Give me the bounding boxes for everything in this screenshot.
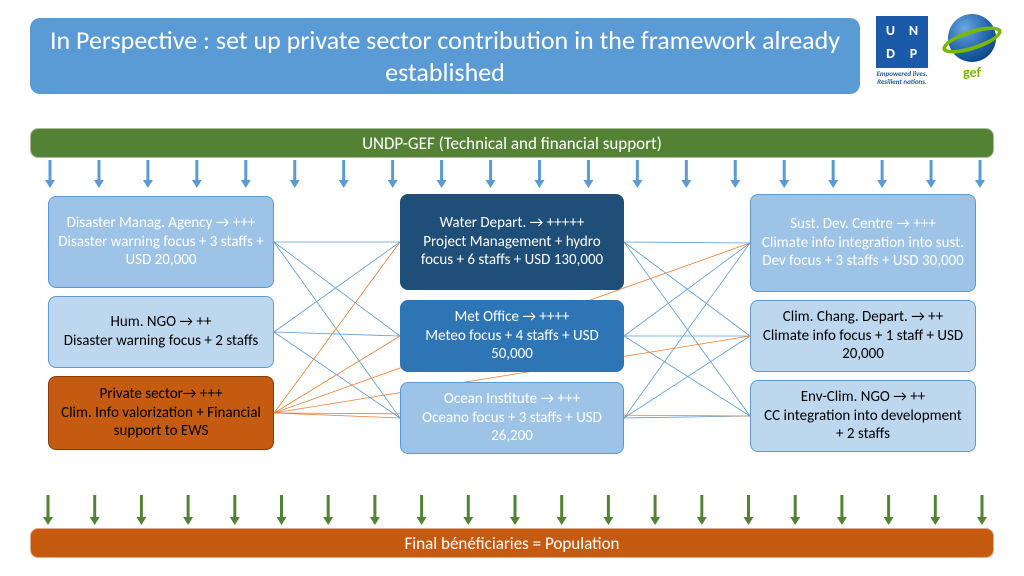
undp-logo: U N D P Empowered lives.Resilient nation… bbox=[876, 16, 928, 85]
node-text: Env-Clim. NGO → ++CC integration into de… bbox=[759, 388, 967, 444]
node-hngo: Hum. NGO → ++Disaster warning focus + 2 … bbox=[48, 296, 274, 368]
undp-letter: U bbox=[880, 20, 901, 41]
node-met: Met Office → ++++Meteo focus + 4 staffs … bbox=[400, 300, 624, 372]
node-text: Water Depart. → +++++Project Management … bbox=[409, 214, 615, 270]
bottom-band-text: Final bénéficiaries = Population bbox=[404, 533, 619, 554]
gef-text: gef bbox=[948, 64, 996, 81]
node-ocean: Ocean Institute → +++Oceano focus + 3 st… bbox=[400, 382, 624, 454]
node-water: Water Depart. → +++++Project Management … bbox=[400, 194, 624, 290]
top-band-text: UNDP-GEF (Technical and financial suppor… bbox=[362, 133, 662, 154]
top-band-undp-gef: UNDP-GEF (Technical and financial suppor… bbox=[30, 128, 994, 158]
node-engo: Env-Clim. NGO → ++CC integration into de… bbox=[750, 380, 976, 452]
node-ccd: Clim. Chang. Depart. → ++Climate info fo… bbox=[750, 300, 976, 372]
node-text: Private sector→ +++Clim. Info valorizati… bbox=[57, 385, 265, 441]
undp-letter: D bbox=[880, 43, 901, 64]
node-text: Ocean Institute → +++Oceano focus + 3 st… bbox=[409, 390, 615, 446]
node-priv: Private sector→ +++Clim. Info valorizati… bbox=[48, 376, 274, 450]
slide-title: In Perspective : set up private sector c… bbox=[30, 18, 860, 94]
node-text: Disaster Manag. Agency → +++Disaster war… bbox=[57, 214, 265, 270]
bottom-band-beneficiaries: Final bénéficiaries = Population bbox=[30, 528, 994, 558]
undp-logo-grid: U N D P bbox=[876, 16, 928, 68]
undp-letter: N bbox=[903, 20, 924, 41]
node-text: Clim. Chang. Depart. → ++Climate info fo… bbox=[759, 308, 967, 364]
node-text: Met Office → ++++Meteo focus + 4 staffs … bbox=[409, 308, 615, 364]
node-text: Sust. Dev. Centre → +++Climate info inte… bbox=[759, 215, 967, 271]
node-text: Hum. NGO → ++Disaster warning focus + 2 … bbox=[64, 313, 259, 351]
undp-tagline: Empowered lives.Resilient nations. bbox=[876, 70, 928, 85]
node-sdc: Sust. Dev. Centre → +++Climate info inte… bbox=[750, 194, 976, 292]
gef-globe-icon bbox=[948, 14, 996, 62]
gef-logo: gef bbox=[948, 14, 996, 81]
undp-letter: P bbox=[903, 43, 924, 64]
node-dma: Disaster Manag. Agency → +++Disaster war… bbox=[48, 196, 274, 288]
slide-title-text: In Perspective : set up private sector c… bbox=[44, 24, 846, 89]
